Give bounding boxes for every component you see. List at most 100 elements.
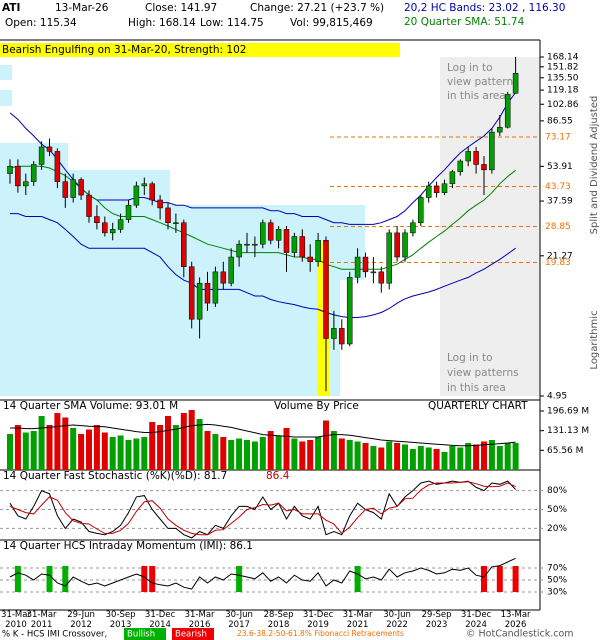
candle-body: [86, 194, 92, 217]
y-tick-label: 50%: [547, 576, 567, 586]
volume-bar: [370, 446, 377, 470]
x-tick-label: 31-Dec 2024: [460, 610, 492, 630]
volume-bar: [22, 432, 29, 470]
candle-body: [339, 328, 345, 345]
y-tick-label: 168.14: [547, 53, 579, 63]
stochastic-line: [9, 481, 516, 536]
candle-body: [433, 185, 440, 193]
volume-bar: [125, 440, 132, 470]
candle-body: [62, 181, 69, 198]
volume-bar: [188, 410, 195, 470]
volume-bar: [236, 438, 243, 470]
fibonacci-label: 73.17: [545, 133, 571, 143]
candle-body: [244, 243, 250, 246]
candle-body: [473, 151, 479, 165]
x-tick-label: 31-Dec 2014: [144, 610, 176, 630]
y-tick-label: 70%: [547, 564, 567, 574]
x-tick-label: 29-Sep 2023: [421, 610, 452, 630]
candle-body: [441, 183, 448, 193]
candle-body: [354, 256, 361, 278]
volume-bar: [457, 447, 464, 470]
candle-body: [315, 240, 321, 262]
note: view patterns: [447, 76, 519, 88]
legend-bearish-label: Bearish: [175, 630, 207, 640]
volume-bar: [157, 425, 164, 470]
volume-sma: [10, 423, 516, 447]
candle-body: [196, 282, 203, 320]
y-tick-label: 50%: [547, 505, 567, 515]
candle-body: [394, 232, 400, 258]
y-tick-label: 21.27: [547, 251, 573, 261]
y-tick-label: 37.59: [547, 197, 573, 207]
candle-body: [220, 271, 227, 284]
volume-bar: [165, 416, 171, 470]
note: view patterns: [447, 367, 519, 379]
candle-body: [212, 271, 219, 304]
volume-bar: [62, 417, 69, 470]
y-tick-label: 80%: [547, 486, 567, 496]
y-tick-label: 131.13 M: [547, 426, 589, 436]
candle-body: [228, 256, 234, 284]
crossover-signal: [62, 566, 69, 592]
volume-bar: [212, 434, 219, 470]
high: High: 168.14: [128, 17, 196, 29]
volume-bar: [378, 447, 385, 470]
legend-bearish: [172, 628, 214, 640]
candle-body: [133, 185, 140, 206]
volume-bar: [267, 431, 274, 470]
volume-bar: [473, 444, 480, 470]
volume-bar: [149, 422, 156, 470]
candle-body: [362, 256, 369, 273]
note: Log in to: [447, 62, 493, 74]
candle-body: [402, 232, 408, 258]
candle-body: [260, 222, 266, 245]
candle-body: [165, 207, 171, 223]
x-tick-label: 31-Mar 2021: [342, 610, 373, 630]
x-tick-label: 30-Sep 2013: [105, 610, 136, 630]
volume-bar: [204, 431, 211, 470]
candle-body: [109, 229, 116, 234]
y-tick-label: 151.82: [547, 62, 579, 72]
crossover-signal: [496, 566, 503, 592]
candle-body: [173, 222, 179, 224]
volume-bar: [307, 440, 314, 470]
volume-bar: [504, 443, 511, 470]
volume-bar: [433, 449, 440, 470]
volume: Vol: 99,815,469: [290, 17, 373, 29]
volume-bar: [141, 437, 148, 470]
volume-bar: [220, 437, 227, 470]
candle-body: [497, 126, 503, 133]
candle-body: [188, 266, 195, 320]
volume-bar: [70, 428, 77, 470]
candle-body: [267, 222, 274, 241]
volume-bar: [449, 446, 456, 470]
volume-bar: [315, 437, 322, 470]
volume-bar: [354, 441, 361, 470]
y-tick-label: 119.18: [547, 86, 579, 96]
volume-bar: [417, 446, 424, 470]
lower-band: [10, 213, 516, 318]
crossover-signal: [481, 566, 487, 592]
crossover-signal: [141, 566, 148, 592]
volume-bar: [362, 443, 369, 470]
x-tick-label: 31-Dec 2019: [302, 610, 334, 630]
pattern-label: Bearish Engulfing on 31-Mar-20, Strength…: [2, 44, 246, 56]
crossover-signal: [14, 566, 21, 592]
volume-bar: [299, 441, 306, 470]
volume-bar: [425, 447, 432, 470]
candle-body: [307, 256, 313, 262]
x-tick-label: 13-Mar 2026: [500, 610, 531, 630]
bands-label: 20,2 HC Bands: 23.02 , 116.30: [404, 2, 565, 14]
note: in this area: [447, 382, 506, 394]
volume-bar: [338, 438, 345, 470]
candle-body: [30, 164, 37, 182]
copyright: © HotCandlestick.com: [466, 629, 574, 640]
x-tick-label: 28-Sep 2018: [263, 610, 294, 630]
volume-bar: [251, 441, 258, 470]
volume-bar: [283, 428, 290, 470]
candle-body: [512, 73, 519, 94]
candle-body: [370, 271, 377, 274]
legend-bullish: [124, 628, 166, 640]
candle-body: [331, 328, 337, 339]
